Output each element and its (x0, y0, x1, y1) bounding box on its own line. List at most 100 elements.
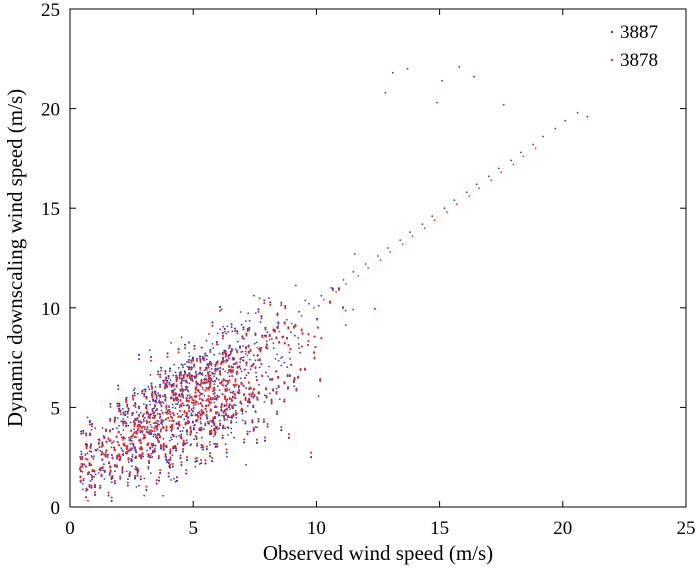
point-series-3887 (127, 424, 130, 427)
point-series-3887 (289, 358, 291, 360)
point-series-3887 (274, 358, 277, 360)
point-series-3887 (143, 420, 145, 423)
point-series-3887 (170, 436, 172, 439)
point-series-3887 (320, 294, 323, 297)
point-series-3887 (253, 294, 255, 297)
point-series-3887 (258, 383, 260, 386)
point-series-3887 (126, 403, 129, 406)
point-series-3887 (230, 431, 233, 434)
point-series-3887 (117, 384, 120, 387)
point-series-3887 (120, 413, 123, 416)
point-series-3887 (236, 330, 239, 333)
point-series-3887 (101, 427, 104, 429)
point-series-3887 (136, 474, 139, 477)
point-series-3887 (228, 357, 230, 360)
point-series-3887 (180, 385, 183, 387)
point-series-3887 (277, 359, 280, 362)
point-series-3887 (82, 430, 85, 432)
point-series-3887 (169, 452, 172, 455)
point-series-3887 (254, 426, 257, 428)
point-series-3887 (219, 328, 222, 331)
point-series-3887 (111, 481, 113, 484)
point-series-3887 (298, 310, 301, 313)
point-series-3887 (190, 408, 193, 411)
point-series-3887 (87, 499, 89, 502)
point-series-3887 (149, 424, 152, 426)
point-series-3887 (153, 407, 156, 410)
point-series-3887 (81, 471, 84, 473)
point-series-3887 (218, 427, 221, 430)
point-series-3887 (172, 447, 175, 450)
point-series-3887 (240, 370, 243, 373)
point-series-3887 (252, 354, 255, 357)
point-series-3887 (118, 407, 120, 410)
point-series-3887 (135, 486, 138, 488)
point-series-3887 (280, 301, 283, 304)
point-series-3887 (245, 364, 248, 366)
point-series-3887 (159, 383, 162, 386)
point-series-3887 (308, 302, 310, 305)
point-series-3887 (94, 473, 97, 476)
point-series-3887 (121, 471, 124, 474)
point-series-3887 (173, 363, 176, 366)
point-series-3887 (246, 328, 249, 331)
point-series-3887 (89, 480, 92, 482)
point-series-3887 (176, 442, 179, 445)
point-series-3887 (90, 450, 93, 453)
point-series-3887 (138, 353, 140, 356)
point-series-3887 (242, 360, 245, 362)
point-series-3887 (264, 327, 267, 329)
point-series-3887 (197, 372, 200, 375)
point-series-3887 (254, 411, 257, 413)
point-series-3887 (195, 438, 198, 440)
point-series-3887 (216, 411, 219, 413)
point-series-3887 (104, 452, 107, 454)
point-series-3887 (149, 374, 152, 376)
point-series-3887 (171, 465, 174, 468)
point-series-3887 (297, 337, 300, 339)
point-series-3887 (228, 416, 231, 419)
point-series-3887 (148, 462, 150, 464)
point-series-3887 (154, 386, 157, 388)
point-series-3887 (208, 370, 211, 373)
point-series-3887 (148, 388, 151, 391)
point-series-3887 (143, 428, 146, 430)
point-series-3887 (90, 428, 93, 431)
point-series-3887 (161, 423, 164, 426)
point-series-3887 (129, 443, 132, 445)
point-series-3887 (295, 389, 298, 392)
point-series-3887 (135, 411, 138, 413)
point-series-3887 (225, 332, 228, 335)
point-series-3887 (219, 419, 221, 422)
point-series-3887 (169, 367, 171, 370)
point-series-3887 (235, 413, 238, 416)
data-points (79, 65, 589, 502)
point-series-3887 (162, 402, 165, 404)
point-series-3887 (227, 372, 229, 374)
point-series-3887 (248, 319, 251, 322)
point-series-3887 (215, 377, 218, 379)
point-series-3887 (186, 459, 189, 461)
point-series-3887 (171, 433, 174, 436)
point-series-3887 (219, 306, 221, 308)
point-series-3887 (126, 484, 129, 487)
point-series-3887 (92, 457, 95, 460)
point-series-3887 (165, 408, 168, 410)
point-series-3887 (118, 425, 120, 427)
point-series-3887 (180, 336, 183, 339)
point-series-3887 (176, 412, 179, 415)
point-series-3887 (213, 442, 215, 445)
point-series-3887 (162, 494, 165, 497)
point-series-3887 (179, 377, 181, 380)
point-series-3887 (239, 368, 242, 370)
point-series-3887 (151, 417, 154, 419)
point-series-3887 (154, 444, 157, 447)
point-series-3887 (216, 385, 219, 387)
point-series-3887 (88, 485, 91, 488)
point-series-3887 (134, 406, 137, 408)
point-series-3887 (127, 461, 130, 464)
point-series-3887 (221, 437, 224, 439)
point-series-3887 (116, 427, 118, 429)
